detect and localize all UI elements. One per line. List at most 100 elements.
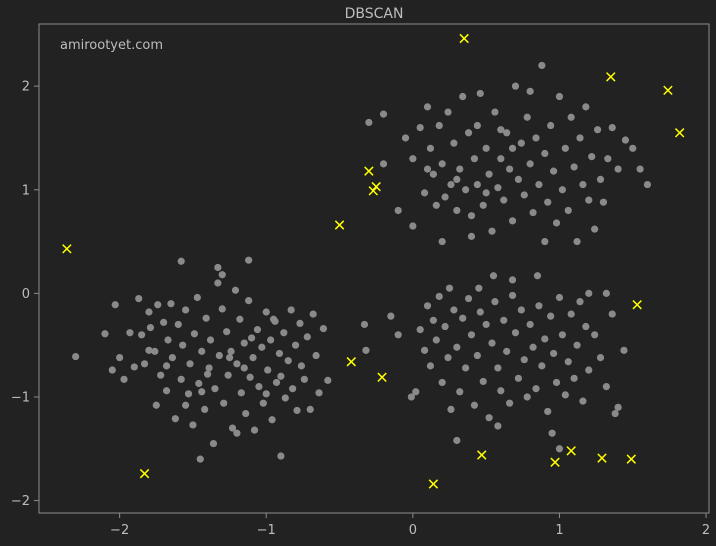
cluster-point (517, 306, 525, 314)
cluster-point (547, 121, 555, 130)
cluster-point (426, 362, 435, 370)
cluster-point (596, 353, 605, 362)
cluster-point (184, 390, 193, 398)
cluster-point (503, 347, 511, 355)
cluster-point (491, 108, 499, 116)
watermark-text: amirootyet.com (60, 38, 163, 53)
noise-point (368, 186, 378, 196)
cluster-point (236, 315, 244, 323)
cluster-point (552, 219, 561, 227)
cluster-point (220, 399, 228, 407)
cluster-point (319, 324, 328, 333)
cluster-point (473, 180, 481, 189)
cluster-point (538, 362, 546, 370)
cluster-point (152, 401, 160, 409)
cluster-point (561, 144, 569, 152)
cluster-point (453, 206, 461, 215)
cluster-point (284, 357, 292, 365)
cluster-point (145, 308, 153, 316)
cluster-point (233, 429, 241, 437)
cluster-point (532, 134, 540, 142)
cluster-point (409, 222, 417, 230)
cluster-point (582, 322, 590, 331)
cluster-point (167, 300, 175, 308)
cluster-point (485, 170, 493, 178)
cluster-point (195, 379, 203, 388)
cluster-point (547, 312, 555, 320)
cluster-point (420, 346, 429, 354)
cluster-point (538, 61, 546, 70)
cluster-point (485, 414, 493, 422)
cluster-point (596, 175, 605, 184)
cluster-point (462, 186, 470, 194)
cluster-point (585, 366, 593, 374)
cluster-point (259, 399, 267, 407)
cluster-point (275, 349, 284, 358)
cluster-point (450, 139, 458, 147)
cluster-point (529, 343, 537, 351)
cluster-point (182, 401, 190, 409)
cluster-point (588, 153, 596, 161)
cluster-point (420, 189, 429, 197)
cluster-point (453, 436, 461, 445)
cluster-point (541, 237, 549, 246)
cluster-point (541, 335, 549, 343)
cluster-point (293, 406, 301, 415)
cluster-point (564, 358, 572, 366)
cluster-point (198, 388, 206, 396)
cluster-point (526, 320, 534, 329)
cluster-point (549, 349, 558, 358)
cluster-point (438, 237, 446, 246)
cluster-point (246, 373, 254, 381)
cluster-point (202, 314, 210, 322)
cluster-point (209, 439, 218, 448)
cluster-point (297, 362, 306, 370)
cluster-point (72, 352, 80, 361)
cluster-point (570, 163, 578, 171)
cluster-point (269, 315, 278, 323)
cluster-point (497, 387, 505, 395)
cluster-point (324, 376, 332, 384)
noise-point (371, 181, 381, 192)
cluster-point (126, 329, 134, 337)
cluster-point (488, 339, 496, 347)
cluster-point (555, 293, 564, 302)
cluster-point (473, 351, 481, 360)
cluster-point (435, 121, 443, 130)
cluster-point (423, 165, 432, 173)
cluster-point (151, 347, 159, 355)
x-tick-label: 0 (409, 523, 417, 538)
cluster-point (497, 155, 505, 163)
cluster-point (146, 323, 155, 332)
cluster-point (494, 364, 502, 372)
cluster-point (198, 347, 206, 355)
cluster-point (205, 364, 213, 372)
cluster-point (467, 232, 476, 240)
cluster-point (506, 399, 514, 407)
cluster-point (189, 421, 197, 429)
x-tick-label: 2 (702, 523, 710, 538)
y-axis: −2 −1 0 1 2 (11, 80, 39, 509)
noise-point (606, 72, 616, 82)
cluster-point (523, 393, 531, 401)
cluster-point (416, 326, 424, 334)
y-tick-label: 1 (22, 183, 30, 198)
cluster-point (135, 294, 143, 303)
cluster-point (620, 346, 628, 354)
noise-point (334, 220, 345, 230)
cluster-point (258, 343, 266, 351)
cluster-point (306, 405, 314, 413)
chart-title: DBSCAN (345, 6, 404, 22)
cluster-point (231, 286, 240, 294)
noise-point (663, 85, 673, 96)
cluster-point (558, 331, 566, 339)
cluster-point (497, 126, 505, 134)
cluster-point (140, 360, 149, 368)
cluster-point (476, 308, 484, 316)
cluster-point (514, 175, 523, 184)
cluster-point (611, 409, 619, 418)
cluster-point (179, 341, 187, 349)
cluster-point (387, 312, 395, 320)
cluster-point (245, 256, 253, 264)
cluster-point (526, 87, 534, 95)
